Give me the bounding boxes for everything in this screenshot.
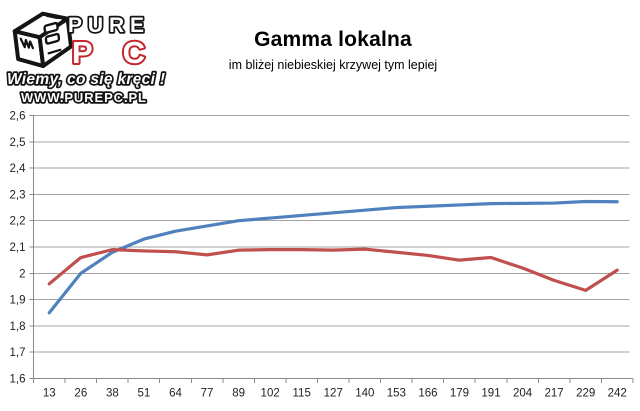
- x-axis-tick-label: 242: [608, 388, 627, 400]
- x-axis-tick-label: 229: [576, 388, 595, 400]
- logo-url: WWW.PUREPC.PL: [21, 90, 147, 105]
- x-axis-tick-label: 51: [138, 388, 151, 400]
- chart-title: Gamma lokalna: [254, 28, 412, 51]
- logo-tagline: Wiemy, co się kręci !: [7, 71, 165, 88]
- y-axis-tick-label: 1,7: [10, 347, 26, 359]
- chart-header: Gamma lokalna im bliżej niebieskiej krzy…: [33, 28, 633, 72]
- blue-reference-curve-line: [47, 199, 619, 315]
- chart-subtitle: im bliżej niebieskiej krzywej tym lepiej: [228, 58, 438, 72]
- x-axis-tick-label: 127: [324, 388, 343, 400]
- y-axis-tick-label: 1,6: [10, 374, 26, 386]
- x-axis-tick-label: 64: [169, 388, 182, 400]
- x-axis-tick-label: 115: [293, 388, 311, 400]
- x-axis-tick-label: 26: [74, 388, 87, 400]
- y-axis-tick-label: 2,2: [10, 216, 26, 228]
- red-measured-curve-line: [47, 247, 619, 292]
- y-axis-tick-label: 2,1: [10, 242, 26, 254]
- y-axis-tick-label: 2,6: [10, 111, 26, 123]
- y-axis-tick-label: 1,8: [10, 321, 26, 333]
- x-axis-tick-label: 89: [232, 388, 245, 400]
- x-axis-tick-label: 191: [481, 388, 500, 400]
- y-axis-tick-label: 2,3: [10, 189, 26, 201]
- x-axis-tick-label: 102: [261, 388, 280, 400]
- x-axis-tick-label: 140: [355, 388, 374, 400]
- x-axis-tick-label: 38: [106, 388, 119, 400]
- pc-case-icon: [12, 11, 74, 69]
- x-axis-tick-label: 13: [43, 388, 56, 400]
- x-axis-tick-label: 77: [201, 388, 214, 400]
- purepc-logo: PURE PC Wiemy, co się kręci ! WWW.PUREPC…: [5, 11, 167, 107]
- x-axis-tick-label: 179: [450, 388, 469, 400]
- x-axis-tick-label: 153: [387, 388, 406, 400]
- y-axis-tick-label: 2,5: [10, 137, 26, 149]
- x-axis-tick-label: 166: [418, 388, 437, 400]
- logo-brand-top: PURE: [68, 14, 148, 37]
- x-axis-tick-label: 204: [513, 388, 533, 400]
- y-axis-tick-label: 2,4: [10, 163, 27, 175]
- y-axis-tick-label: 1,9: [10, 295, 26, 307]
- x-axis-tick-label: 217: [545, 388, 564, 400]
- y-axis-tick-label: 2: [19, 268, 25, 280]
